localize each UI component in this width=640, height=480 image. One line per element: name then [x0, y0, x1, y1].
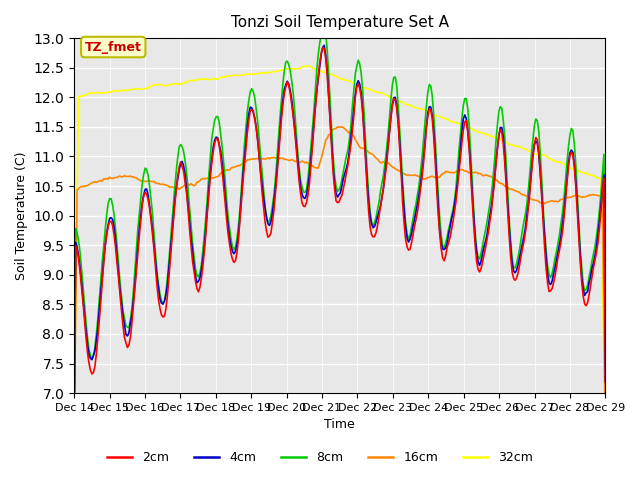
Title: Tonzi Soil Temperature Set A: Tonzi Soil Temperature Set A — [231, 15, 449, 30]
X-axis label: Time: Time — [324, 419, 355, 432]
Legend: 2cm, 4cm, 8cm, 16cm, 32cm: 2cm, 4cm, 8cm, 16cm, 32cm — [102, 446, 538, 469]
Text: TZ_fmet: TZ_fmet — [84, 40, 141, 54]
Y-axis label: Soil Temperature (C): Soil Temperature (C) — [15, 151, 28, 280]
